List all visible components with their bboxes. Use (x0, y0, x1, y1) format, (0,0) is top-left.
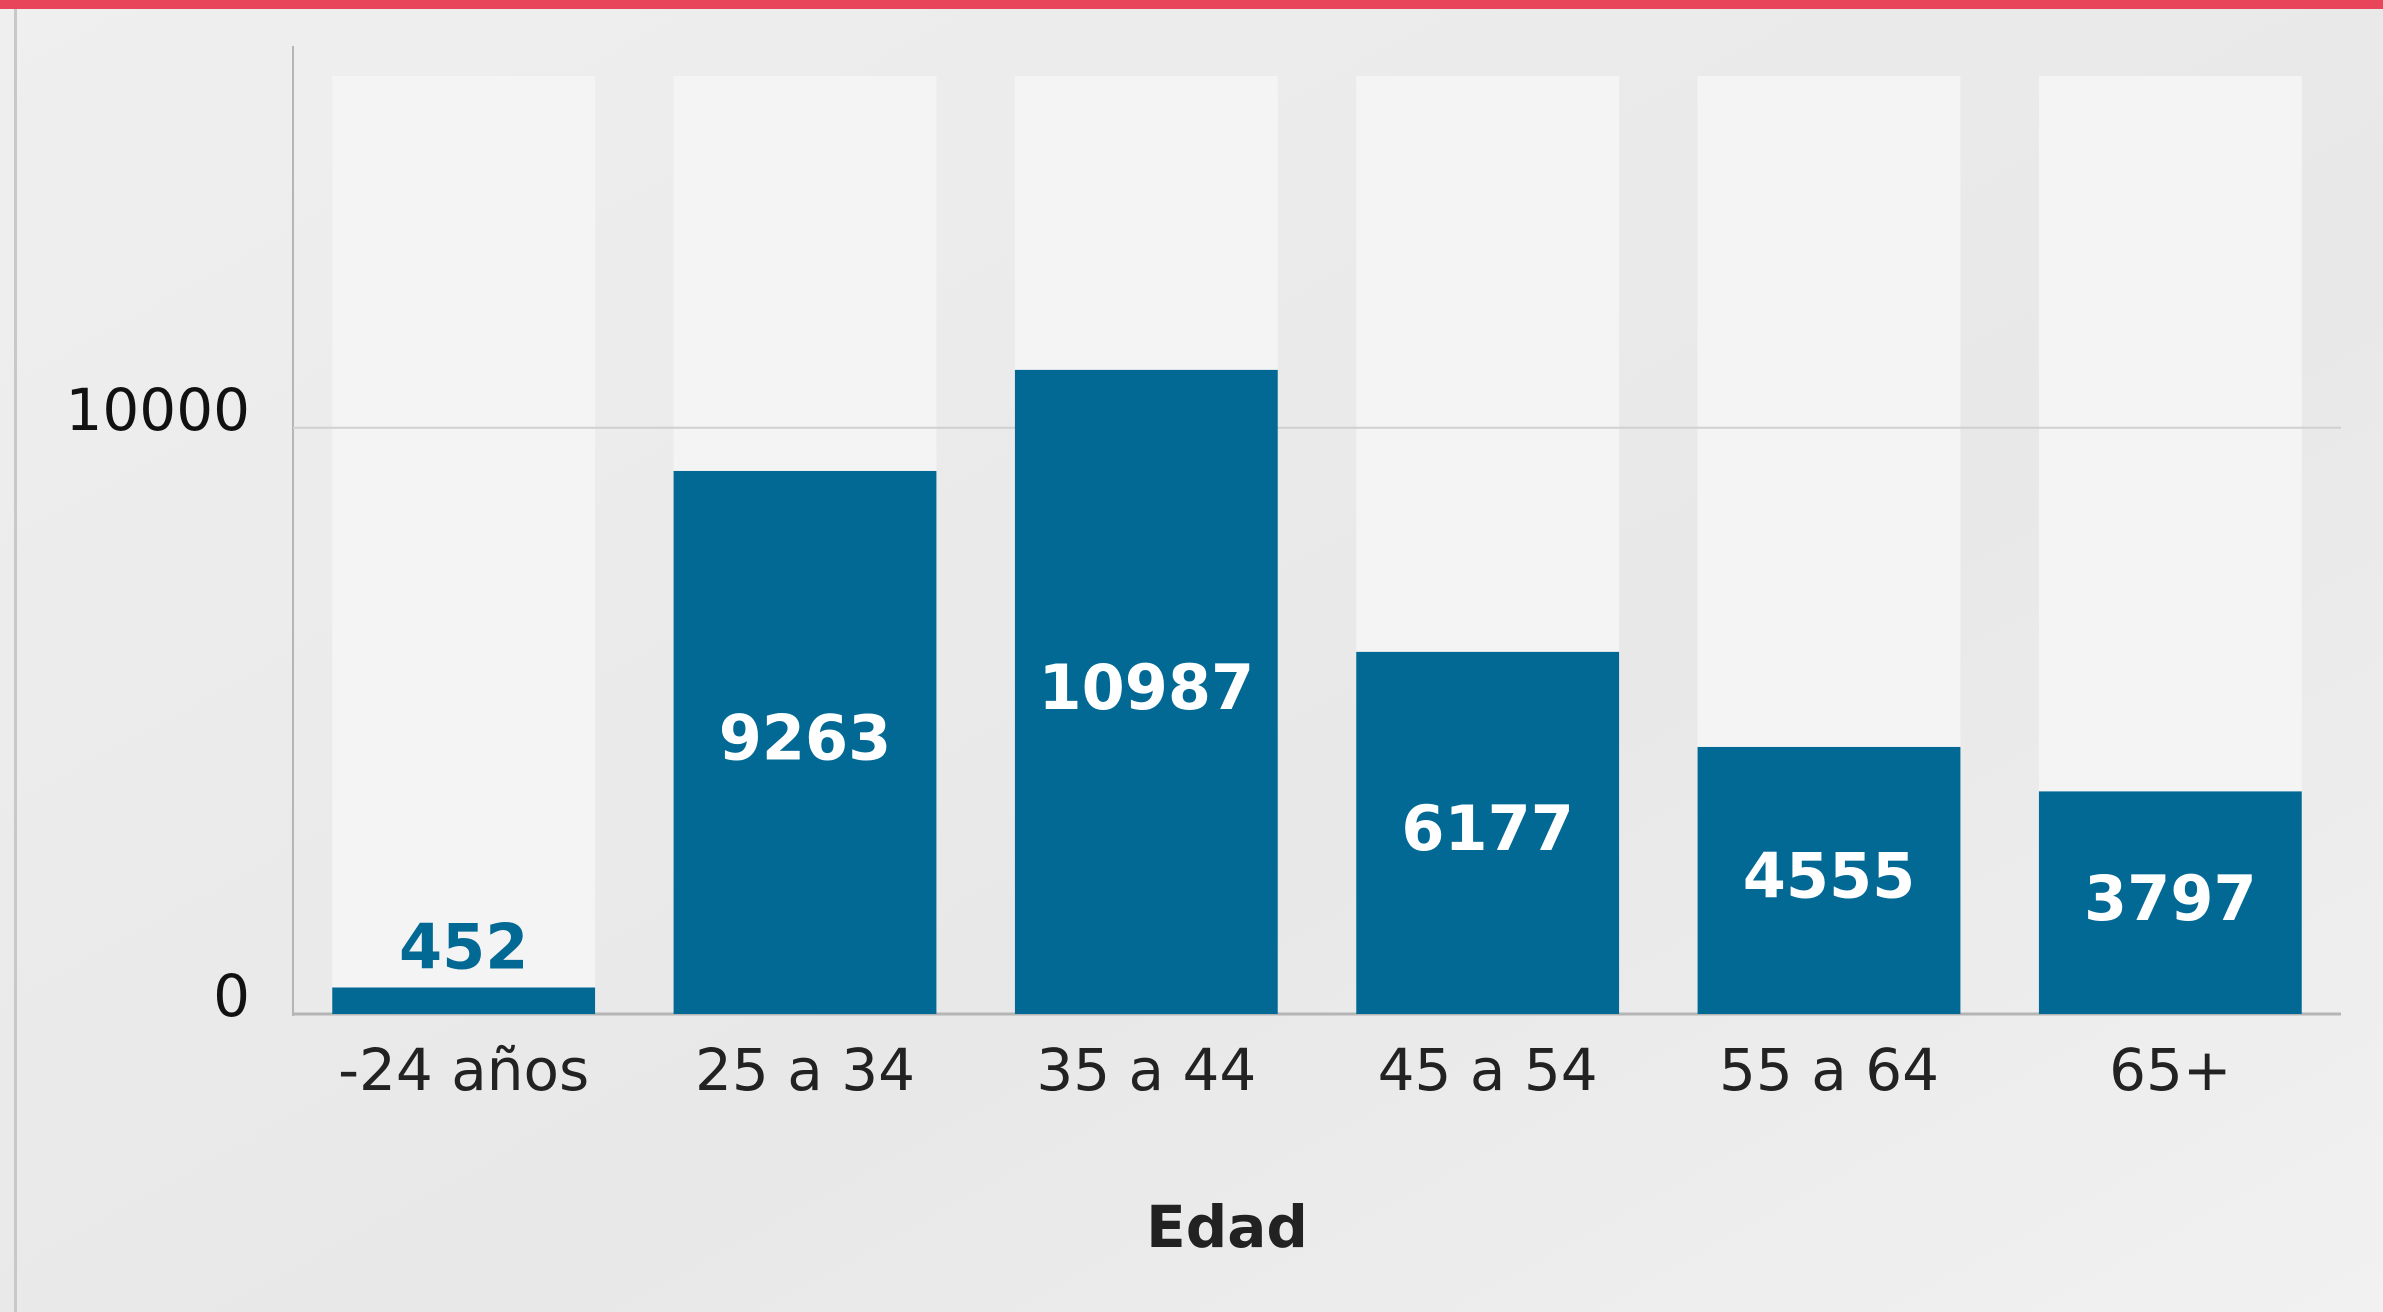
data-label: 3797 (2084, 862, 2257, 935)
y-tick-label: 0 (213, 962, 250, 1030)
bar (2038, 791, 2302, 1014)
data-label: 4555 (1743, 840, 1916, 913)
left-border (14, 9, 17, 1312)
bar (1014, 369, 1278, 1015)
x-axis-label: Edad (1146, 1193, 1308, 1261)
data-label: 9263 (719, 702, 892, 775)
data-label: 452 (399, 911, 528, 984)
bar-track (332, 76, 596, 1014)
x-tick-label: 55 a 64 (1719, 1036, 1939, 1104)
x-tick-label: -24 años (338, 1036, 589, 1104)
bar (1356, 651, 1620, 1014)
bar (1697, 746, 1961, 1014)
data-label: 6177 (1401, 792, 1574, 865)
x-tick-label: 35 a 44 (1036, 1036, 1256, 1104)
data-label: 10987 (1038, 651, 1254, 724)
y-tick-label: 10000 (65, 376, 250, 444)
x-tick-label: 45 a 54 (1378, 1036, 1598, 1104)
bar (673, 470, 937, 1014)
top-stripe (0, 0, 2383, 9)
x-tick-label: 65+ (2109, 1036, 2231, 1104)
x-tick-label: 25 a 34 (695, 1036, 915, 1104)
bar (332, 987, 596, 1014)
